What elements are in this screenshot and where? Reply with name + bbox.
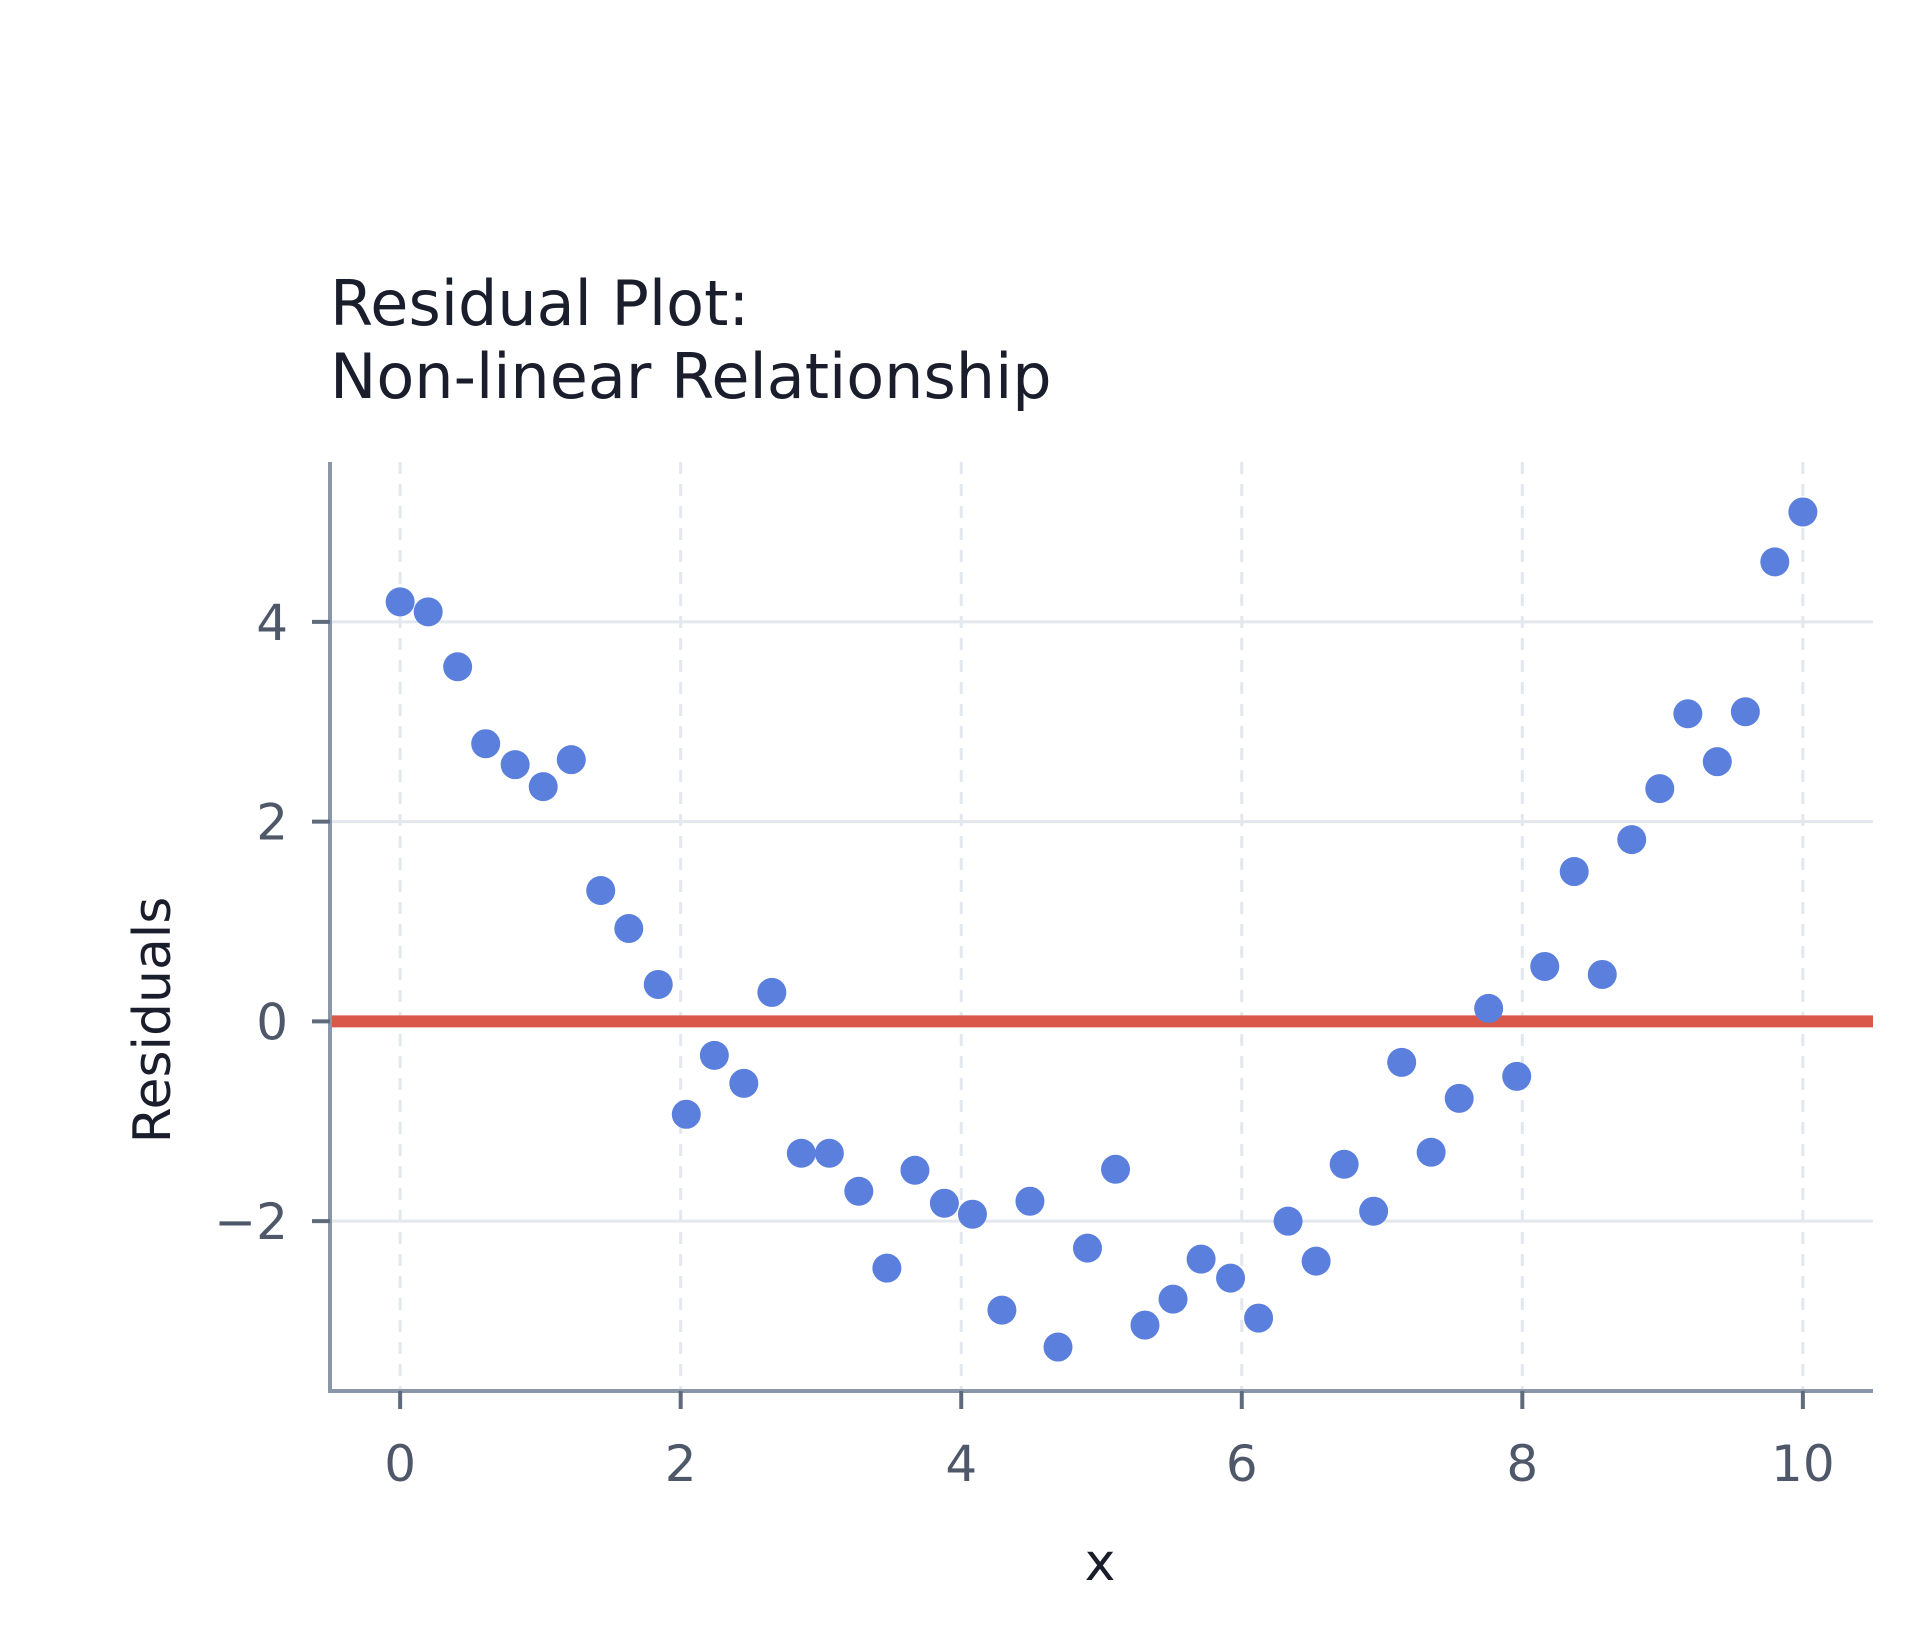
scatter-point <box>1559 857 1589 887</box>
scatter-point <box>1273 1206 1303 1236</box>
y-tick-label: 2 <box>256 794 288 852</box>
x-tick-label: 6 <box>1226 1435 1258 1493</box>
scatter-point <box>528 772 558 802</box>
y-tick-label: −2 <box>214 1193 288 1251</box>
scatter-point <box>1760 547 1790 577</box>
scatter-point <box>1015 1186 1045 1216</box>
tick-labels: 0 2 4 6 8 10 −2 0 2 4 <box>214 594 1834 1493</box>
scatter-point <box>1702 747 1732 777</box>
scatter-point <box>1244 1303 1274 1333</box>
scatter-point <box>1158 1284 1188 1314</box>
scatter-point <box>643 969 673 999</box>
scatter-point <box>1788 497 1818 527</box>
scatter-point <box>1072 1233 1102 1263</box>
scatter-point <box>471 729 501 759</box>
scatter-point <box>900 1155 930 1185</box>
scatter-point <box>814 1138 844 1168</box>
x-tick-label: 8 <box>1506 1435 1538 1493</box>
scatter-point <box>872 1253 902 1283</box>
y-axis-label: Residuals <box>123 897 183 1144</box>
scatter-point <box>1502 1061 1532 1091</box>
y-tick-label: 4 <box>256 594 288 652</box>
x-tick-label: 0 <box>384 1435 416 1493</box>
scatter-point <box>929 1188 959 1218</box>
scatter-point <box>443 652 473 682</box>
scatter-point <box>757 977 787 1007</box>
scatter-point <box>413 597 443 627</box>
scatter-point <box>1645 774 1675 804</box>
scatter-point <box>1186 1244 1216 1274</box>
scatter-point <box>1387 1047 1417 1077</box>
scatter-point <box>614 913 644 943</box>
scatter-points <box>385 497 1818 1362</box>
axes <box>328 462 1873 1393</box>
scatter-point <box>500 750 530 780</box>
scatter-point <box>1101 1154 1131 1184</box>
scatter-point <box>671 1099 701 1129</box>
scatter-point <box>1416 1137 1446 1167</box>
scatter-point <box>957 1199 987 1229</box>
scatter-point <box>1530 951 1560 981</box>
chart-title-line-1: Residual Plot: <box>330 267 749 340</box>
scatter-point <box>786 1138 816 1168</box>
x-tick-label: 4 <box>945 1435 977 1493</box>
scatter-point <box>556 745 586 775</box>
y-tick-label: 0 <box>256 993 288 1051</box>
scatter-point <box>1673 699 1703 729</box>
scatter-point <box>1130 1310 1160 1340</box>
scatter-point <box>844 1176 874 1206</box>
scatter-point <box>1359 1196 1389 1226</box>
scatter-point <box>1730 697 1760 727</box>
scatter-point <box>987 1295 1017 1325</box>
chart-title: Residual Plot: Non-linear Relationship <box>330 267 1052 413</box>
scatter-point <box>1216 1263 1246 1293</box>
scatter-point <box>699 1040 729 1070</box>
scatter-point <box>1329 1149 1359 1179</box>
x-tick-label: 10 <box>1771 1435 1835 1493</box>
chart-title-line-2: Non-linear Relationship <box>330 340 1052 413</box>
scatter-point <box>729 1068 759 1098</box>
scatter-point <box>1617 825 1647 855</box>
scatter-point <box>1301 1246 1331 1276</box>
scatter-point <box>1043 1332 1073 1362</box>
scatter-point <box>385 587 415 617</box>
scatter-point <box>1474 993 1504 1023</box>
scatter-point <box>1587 959 1617 989</box>
x-tick-label: 2 <box>665 1435 697 1493</box>
x-axis-label: x <box>1085 1533 1116 1593</box>
scatter-point <box>586 876 616 906</box>
scatter-point <box>1444 1083 1474 1113</box>
